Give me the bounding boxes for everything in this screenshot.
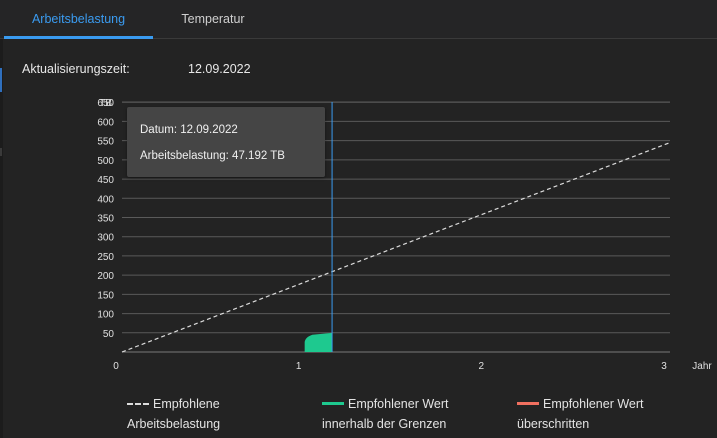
x-axis-unit-label: Jahr [692, 361, 712, 372]
y-tick-label: 250 [97, 252, 114, 263]
y-tick-label: 600 [97, 117, 114, 128]
chart-tooltip: Datum: 12.09.2022 Arbeitsbelastung: 47.1… [127, 107, 325, 177]
y-tick-label: 350 [97, 214, 114, 225]
legend-within-line2: innerhalb der Grenzen [322, 417, 447, 431]
update-time-label: Aktualisierungszeit: [22, 62, 130, 76]
y-tick-label: 100 [97, 310, 114, 321]
y-axis-unit-label: TB [99, 98, 112, 109]
legend-exceeded-line1: Empfohlener Wert [543, 397, 644, 411]
y-tick-label: 150 [97, 290, 114, 301]
tab-label: Temperatur [181, 12, 245, 26]
green-swatch [322, 402, 344, 406]
legend-within[interactable]: Empfohlener Wert innerhalb der Grenzen [322, 394, 449, 434]
x-tick-label: 2 [479, 361, 485, 372]
active-tab-indicator [4, 36, 153, 39]
tooltip-date: Datum: 12.09.2022 [140, 124, 238, 136]
tab-arbeitsbelastung[interactable]: Arbeitsbelastung [4, 0, 153, 39]
tab-temperatur[interactable]: Temperatur [153, 0, 273, 38]
tooltip-workload: Arbeitsbelastung: 47.192 TB [140, 150, 285, 162]
x-tick-label: 3 [661, 361, 667, 372]
left-edge-marker-2 [0, 148, 2, 156]
y-tick-label: 400 [97, 194, 114, 205]
left-edge [0, 0, 3, 438]
y-tick-label: 300 [97, 233, 114, 244]
left-edge-marker [0, 68, 2, 92]
workload-area [304, 332, 333, 352]
y-tick-label: 650 [97, 98, 114, 109]
red-swatch [517, 402, 539, 406]
legend-recommended-line1: Empfohlene [153, 397, 220, 411]
y-tick-label: 50 [103, 329, 115, 340]
legend-exceeded-line2: überschritten [517, 417, 590, 431]
tab-bar: Arbeitsbelastung Temperatur [0, 0, 717, 39]
chart-svg: TB 50 100 150 200 250 300 350 400 450 500 550 600 650… [97, 98, 712, 372]
legend-exceeded[interactable]: Empfohlener Wert überschritten [517, 394, 644, 434]
update-time-value: 12.09.2022 [188, 62, 251, 76]
workload-chart: TB 50 100 150 200 250 300 350 400 450 500 550 600 650… [0, 80, 717, 380]
x-tick-label: 1 [296, 361, 302, 372]
x-tick-label: 0 [113, 361, 119, 372]
legend-within-line1: Empfohlener Wert [348, 397, 449, 411]
legend-recommended[interactable]: Empfohlene Arbeitsbelastung [127, 394, 220, 434]
tab-label: Arbeitsbelastung [31, 12, 126, 26]
legend-recommended-line2: Arbeitsbelastung [127, 417, 221, 431]
dashed-line-swatch [127, 402, 149, 405]
y-tick-label: 500 [97, 156, 114, 167]
y-tick-label: 550 [97, 137, 114, 148]
y-tick-label: 200 [97, 271, 114, 282]
y-tick-label: 450 [97, 175, 114, 186]
